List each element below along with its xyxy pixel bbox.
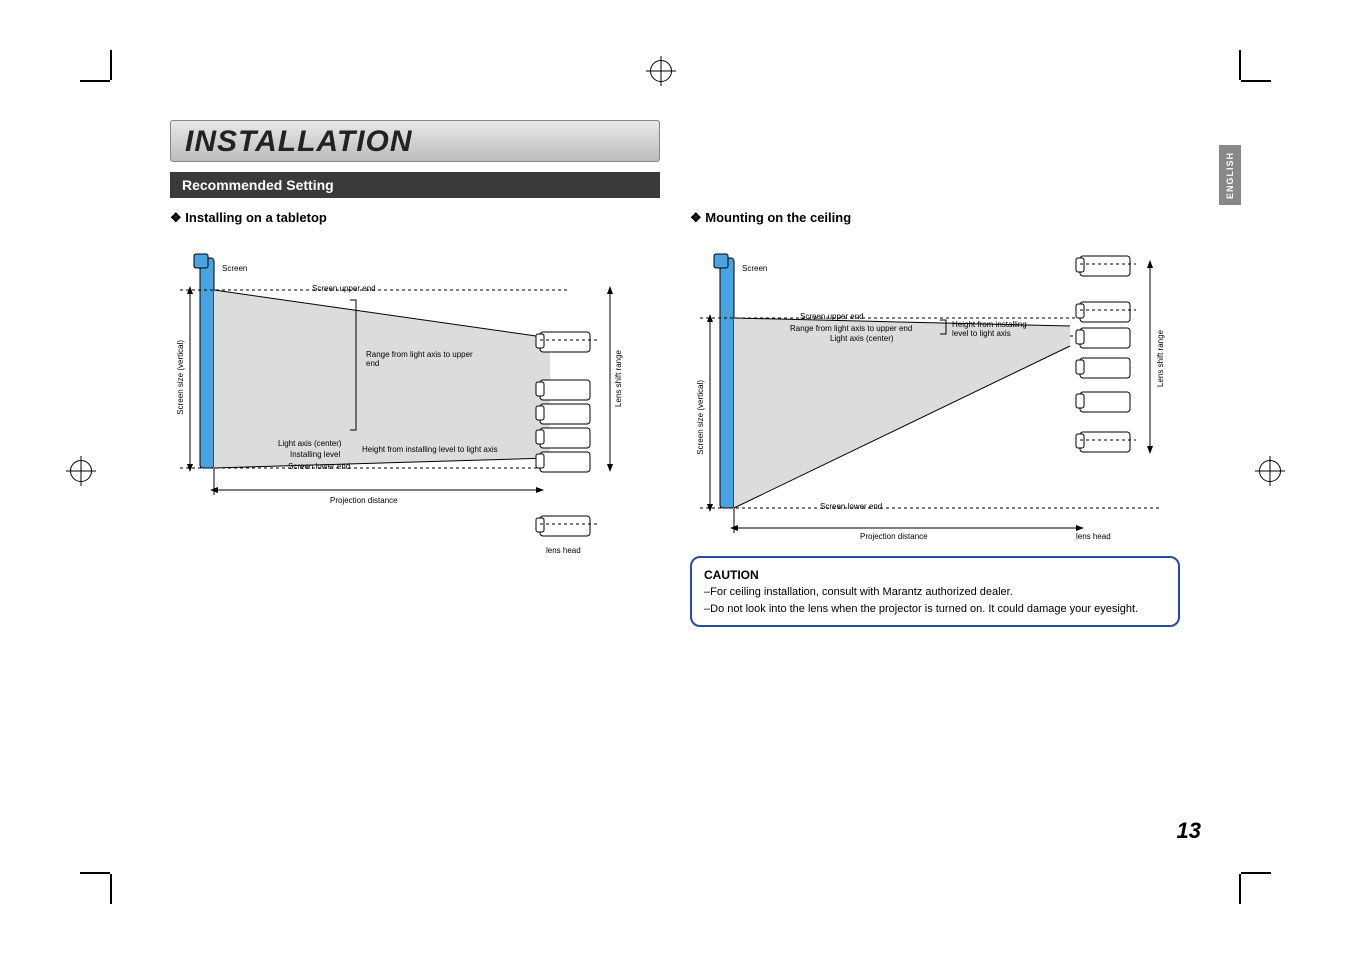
lbl-range-axis-r: Range from light axis to upper end — [790, 324, 912, 333]
registration-mark — [1259, 460, 1281, 482]
lbl-screen: Screen — [222, 264, 247, 273]
language-tab: ENGLISH — [1219, 145, 1241, 205]
lbl-lower-end-r: Screen lower end — [820, 502, 882, 511]
lbl-lens-head-r: lens head — [1076, 532, 1111, 541]
crop-mark — [110, 874, 112, 904]
lbl-screen-r: Screen — [742, 264, 767, 273]
lbl-lower-end: Screen lower end — [288, 462, 350, 471]
lbl-lens-head: lens head — [546, 546, 581, 555]
crop-mark — [80, 872, 110, 874]
page-title: INSTALLATION — [170, 120, 660, 162]
ceiling-diagram: Screen Screen upper end Range from light… — [690, 240, 1180, 550]
crop-mark — [110, 50, 112, 80]
registration-mark — [70, 460, 92, 482]
lbl-upper-end: Screen upper end — [312, 284, 376, 293]
lbl-screen-size-v: Screen size (vertical) — [176, 340, 185, 415]
section-header: Recommended Setting — [170, 172, 660, 198]
right-column: Mounting on the ceiling — [690, 210, 1180, 627]
caution-title: CAUTION — [704, 566, 1166, 584]
caution-line-2: Do not look into the lens when the proje… — [704, 601, 1166, 618]
lbl-height-install: Height from installing level to light ax… — [362, 445, 498, 454]
crop-mark — [80, 80, 110, 82]
right-subhead: Mounting on the ceiling — [690, 210, 1180, 226]
crop-mark — [1241, 872, 1271, 874]
caution-line-1: For ceiling installation, consult with M… — [704, 584, 1166, 601]
lbl-lens-shift: Lens shift range — [614, 350, 623, 407]
crop-mark — [1239, 50, 1241, 80]
lbl-light-axis: Light axis (center) — [278, 439, 342, 448]
crop-mark — [1239, 874, 1241, 904]
lbl-height-install-r: Height from installing level to light ax… — [952, 320, 1042, 338]
left-column: Installing on a tabletop — [170, 210, 660, 627]
lbl-proj-dist-r: Projection distance — [860, 532, 928, 541]
lbl-range-axis: Range from light axis to upper end — [366, 350, 486, 368]
lbl-upper-end-r: Screen upper end — [800, 312, 864, 321]
page-number: 13 — [1177, 818, 1201, 844]
lbl-screen-size-v-r: Screen size (vertical) — [696, 380, 705, 455]
lbl-proj-dist: Projection distance — [330, 496, 398, 505]
lbl-light-axis-r: Light axis (center) — [830, 334, 894, 343]
lbl-install-level: Installing level — [290, 450, 340, 459]
crop-mark — [1241, 80, 1271, 82]
left-subhead: Installing on a tabletop — [170, 210, 660, 226]
page-content: INSTALLATION Recommended Setting Install… — [170, 120, 1190, 627]
tabletop-diagram: Screen Screen upper end Range from light… — [170, 240, 660, 600]
registration-mark — [650, 60, 672, 82]
caution-box: CAUTION For ceiling installation, consul… — [690, 556, 1180, 627]
lbl-lens-shift-r: Lens shift range — [1156, 330, 1165, 387]
